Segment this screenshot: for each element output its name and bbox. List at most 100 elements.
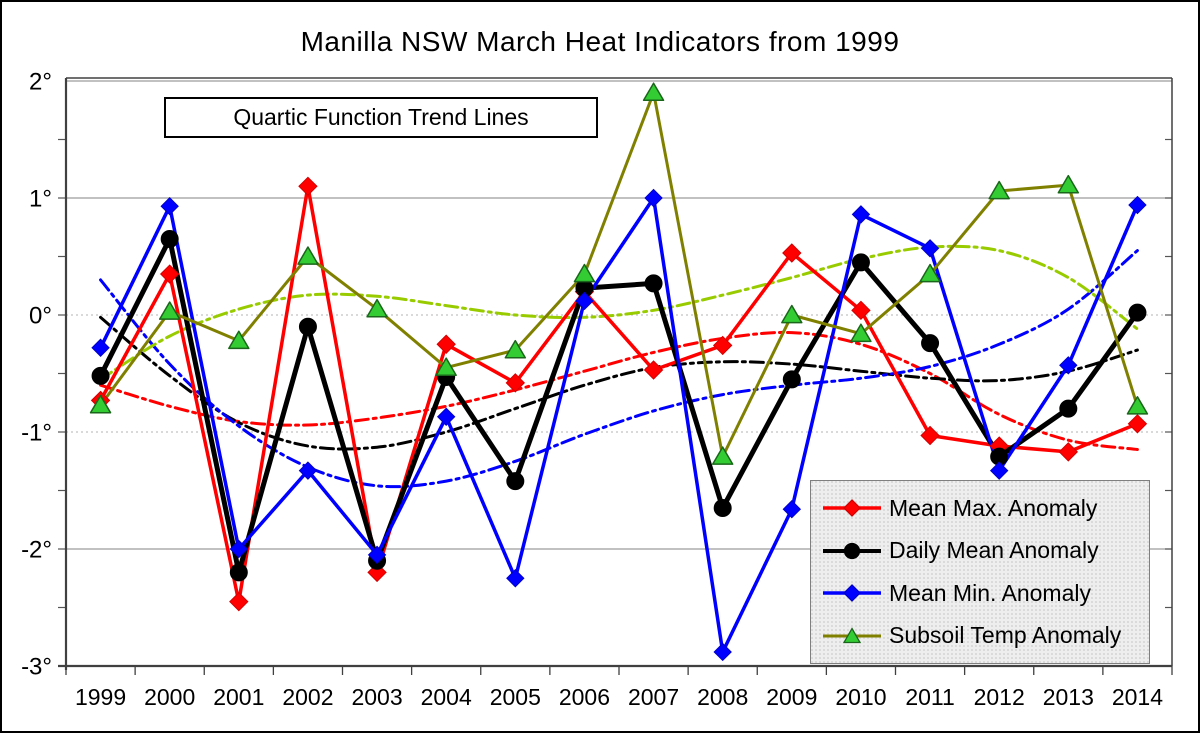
y-axis-label--3: -3°	[21, 654, 52, 681]
x-axis-label-2011: 2011	[905, 684, 954, 710]
x-axis-label-1999: 1999	[75, 684, 126, 710]
legend-swatch-circle-icon	[823, 542, 881, 559]
marker-subsoil-temp-anomaly-2014	[1126, 396, 1149, 415]
marker-daily-mean-anomaly-2002	[298, 317, 317, 336]
marker-mean-min-anomaly-2010	[851, 205, 871, 224]
marker-mean-max-anomaly-2011	[920, 425, 940, 446]
x-axis-label-2002: 2002	[282, 684, 333, 710]
marker-subsoil-temp-anomaly-2000	[158, 301, 181, 320]
marker-subsoil-temp-anomaly-2009	[781, 304, 803, 324]
legend-label: Subsoil Temp Anomaly	[889, 622, 1122, 649]
series-line-mean-min-anomaly	[98, 196, 1140, 654]
marker-daily-mean-anomaly-1999	[91, 366, 110, 385]
marker-mean-max-anomaly-2009	[782, 243, 802, 263]
marker-subsoil-temp-anomaly-2008	[711, 446, 734, 465]
marker-mean-min-anomaly-2004	[436, 407, 456, 426]
series-line-daily-mean-anomaly	[98, 236, 1140, 575]
x-axis-label-2010: 2010	[835, 684, 886, 710]
y-axis-label-1: 1°	[29, 186, 52, 213]
marker-mean-min-anomaly-2001	[229, 539, 249, 559]
marker-mean-max-anomaly-2007	[643, 360, 664, 380]
marker-mean-min-anomaly-2013	[1059, 356, 1078, 375]
trend-line-daily-mean-anomaly	[99, 315, 1139, 451]
marker-mean-min-anomaly-2002	[298, 461, 318, 480]
marker-mean-max-anomaly-2002	[298, 176, 318, 197]
chart-title: Manilla NSW March Heat Indicators from 1…	[300, 26, 900, 57]
trend-line-mean-min-anomaly	[99, 249, 1139, 489]
legend-swatch-diamond-icon	[823, 499, 881, 518]
x-axis-label-2013: 2013	[1043, 684, 1094, 710]
x-axis-label-2006: 2006	[559, 684, 610, 710]
marker-daily-mean-anomaly-2008	[713, 499, 732, 518]
marker-mean-max-anomaly-2008	[712, 335, 733, 356]
marker-daily-mean-anomaly-2001	[229, 563, 248, 582]
x-axis-label-2008: 2008	[697, 684, 748, 710]
marker-mean-max-anomaly-2014	[1127, 414, 1148, 434]
legend-label: Mean Max. Anomaly	[889, 494, 1098, 521]
marker-mean-max-anomaly-2001	[229, 591, 249, 612]
y-axis-label--1: -1°	[21, 420, 52, 447]
marker-mean-min-anomaly-2003	[367, 545, 387, 565]
marker-subsoil-temp-anomaly-2005	[504, 339, 527, 359]
marker-subsoil-temp-anomaly-2004	[435, 357, 457, 376]
marker-subsoil-temp-anomaly-2007	[642, 82, 665, 102]
legend-item-mean-min-anomaly: Mean Min. Anomaly	[821, 580, 1139, 607]
marker-subsoil-temp-anomaly-2012	[988, 180, 1010, 200]
x-axis-label-2014: 2014	[1112, 684, 1163, 710]
marker-mean-max-anomaly-2010	[851, 300, 871, 321]
marker-subsoil-temp-anomaly-2001	[228, 330, 250, 350]
marker-subsoil-temp-anomaly-2013	[1057, 174, 1080, 194]
legend-label: Mean Min. Anomaly	[889, 579, 1091, 606]
x-axis-label-2009: 2009	[766, 684, 817, 710]
marker-mean-min-anomaly-2005	[506, 569, 525, 588]
legend-item-subsoil-temp-anomaly: Subsoil Temp Anomaly	[821, 622, 1139, 649]
series-line-subsoil-temp-anomaly	[99, 91, 1139, 459]
marker-daily-mean-anomaly-2014	[1128, 303, 1147, 322]
x-axis-label-2000: 2000	[144, 684, 195, 710]
x-axis-label-2005: 2005	[490, 684, 541, 710]
marker-subsoil-temp-anomaly-2003	[366, 298, 388, 318]
marker-subsoil-temp-anomaly-2002	[297, 246, 319, 265]
trend-line-subsoil-temp-anomaly	[99, 244, 1139, 381]
legend-label: Daily Mean Anomaly	[889, 537, 1099, 564]
x-axis-label-2003: 2003	[351, 684, 402, 710]
marker-daily-mean-anomaly-2000	[160, 229, 179, 248]
y-axis-label-0: 0°	[29, 303, 52, 330]
marker-mean-min-anomaly-2011	[920, 239, 940, 258]
marker-mean-min-anomaly-2000	[160, 196, 179, 216]
marker-mean-max-anomaly-2013	[1058, 442, 1079, 462]
trend-lines-annotation-box: Quartic Function Trend Lines	[164, 97, 598, 138]
marker-mean-min-anomaly-2006	[575, 291, 594, 311]
marker-mean-max-anomaly-2004	[436, 334, 456, 354]
marker-mean-min-anomaly-2008	[713, 642, 732, 662]
marker-daily-mean-anomaly-2005	[506, 472, 525, 491]
marker-daily-mean-anomaly-2011	[921, 334, 940, 353]
marker-mean-max-anomaly-2005	[505, 373, 526, 393]
marker-daily-mean-anomaly-2010	[851, 253, 870, 272]
y-axis-label--2: -2°	[21, 537, 52, 564]
marker-subsoil-temp-anomaly-2006	[573, 263, 596, 283]
legend-swatch-triangle-icon	[823, 626, 881, 643]
y-axis-label-2: 2°	[29, 69, 52, 96]
marker-mean-min-anomaly-2014	[1128, 195, 1147, 215]
marker-subsoil-temp-anomaly-2011	[919, 263, 941, 283]
x-axis-label-2004: 2004	[421, 684, 472, 710]
marker-daily-mean-anomaly-2007	[644, 274, 663, 293]
marker-subsoil-temp-anomaly-2010	[850, 323, 872, 343]
legend-item-mean-max-anomaly: Mean Max. Anomaly	[821, 495, 1139, 522]
x-axis-label-2001: 2001	[213, 684, 264, 710]
marker-subsoil-temp-anomaly-1999	[89, 394, 112, 414]
marker-mean-min-anomaly-1999	[91, 338, 110, 357]
marker-mean-min-anomaly-2007	[644, 188, 663, 208]
trend-line-mean-max-anomaly	[99, 330, 1139, 451]
marker-mean-max-anomaly-2000	[159, 264, 180, 284]
x-axis-label-2012: 2012	[974, 684, 1025, 710]
marker-daily-mean-anomaly-2009	[782, 370, 801, 389]
series-line-mean-max-anomaly	[98, 184, 1140, 604]
legend-swatch-diamond-icon	[823, 584, 881, 603]
marker-daily-mean-anomaly-2013	[1059, 399, 1078, 418]
marker-mean-min-anomaly-2012	[989, 461, 1009, 480]
legend: Mean Max. Anomaly Daily Mean Anomaly Mean …	[810, 480, 1150, 664]
